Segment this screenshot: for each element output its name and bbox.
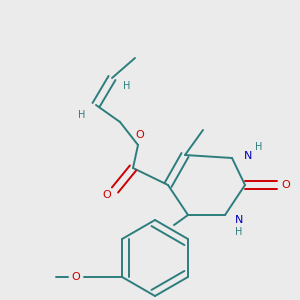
Text: O: O <box>136 130 144 140</box>
Text: H: H <box>255 142 262 152</box>
Text: N: N <box>235 215 243 225</box>
Text: O: O <box>103 190 111 200</box>
Text: O: O <box>72 272 80 282</box>
Text: O: O <box>282 180 290 190</box>
Text: N: N <box>244 151 252 161</box>
Text: H: H <box>78 110 86 120</box>
Text: H: H <box>123 81 131 91</box>
Text: H: H <box>235 227 242 237</box>
